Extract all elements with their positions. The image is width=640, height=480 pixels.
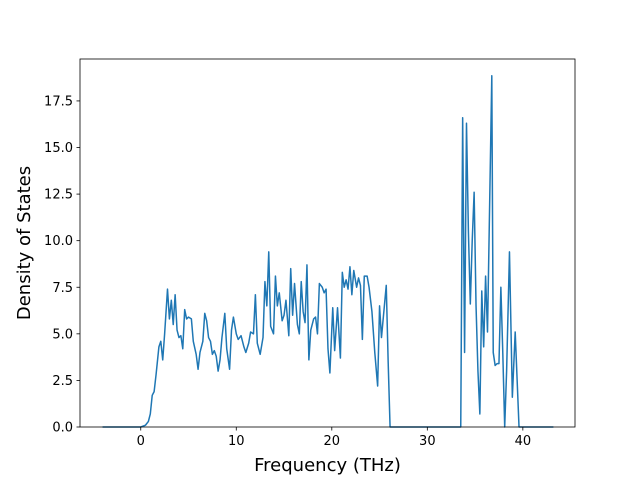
y-tick-label: 0.0 <box>52 421 73 436</box>
x-tick-label: 20 <box>324 434 341 449</box>
y-axis-label: Density of States <box>14 166 35 320</box>
y-tick-label: 15.0 <box>44 141 73 156</box>
y-tick-label: 5.0 <box>52 327 73 342</box>
dos-line <box>102 75 554 428</box>
x-tick-label: 0 <box>137 434 145 449</box>
x-tick-label: 30 <box>419 434 436 449</box>
y-tick-label: 10.0 <box>44 234 73 249</box>
y-tick-label: 17.5 <box>44 94 73 109</box>
y-tick-label: 12.5 <box>44 188 73 203</box>
y-tick-label: 7.5 <box>52 281 73 296</box>
x-tick-label: 10 <box>228 434 245 449</box>
y-tick-label: 2.5 <box>52 374 73 389</box>
x-axis-label: Frequency (THz) <box>254 455 401 476</box>
x-tick-label: 40 <box>515 434 532 449</box>
plot-frame <box>79 58 576 428</box>
